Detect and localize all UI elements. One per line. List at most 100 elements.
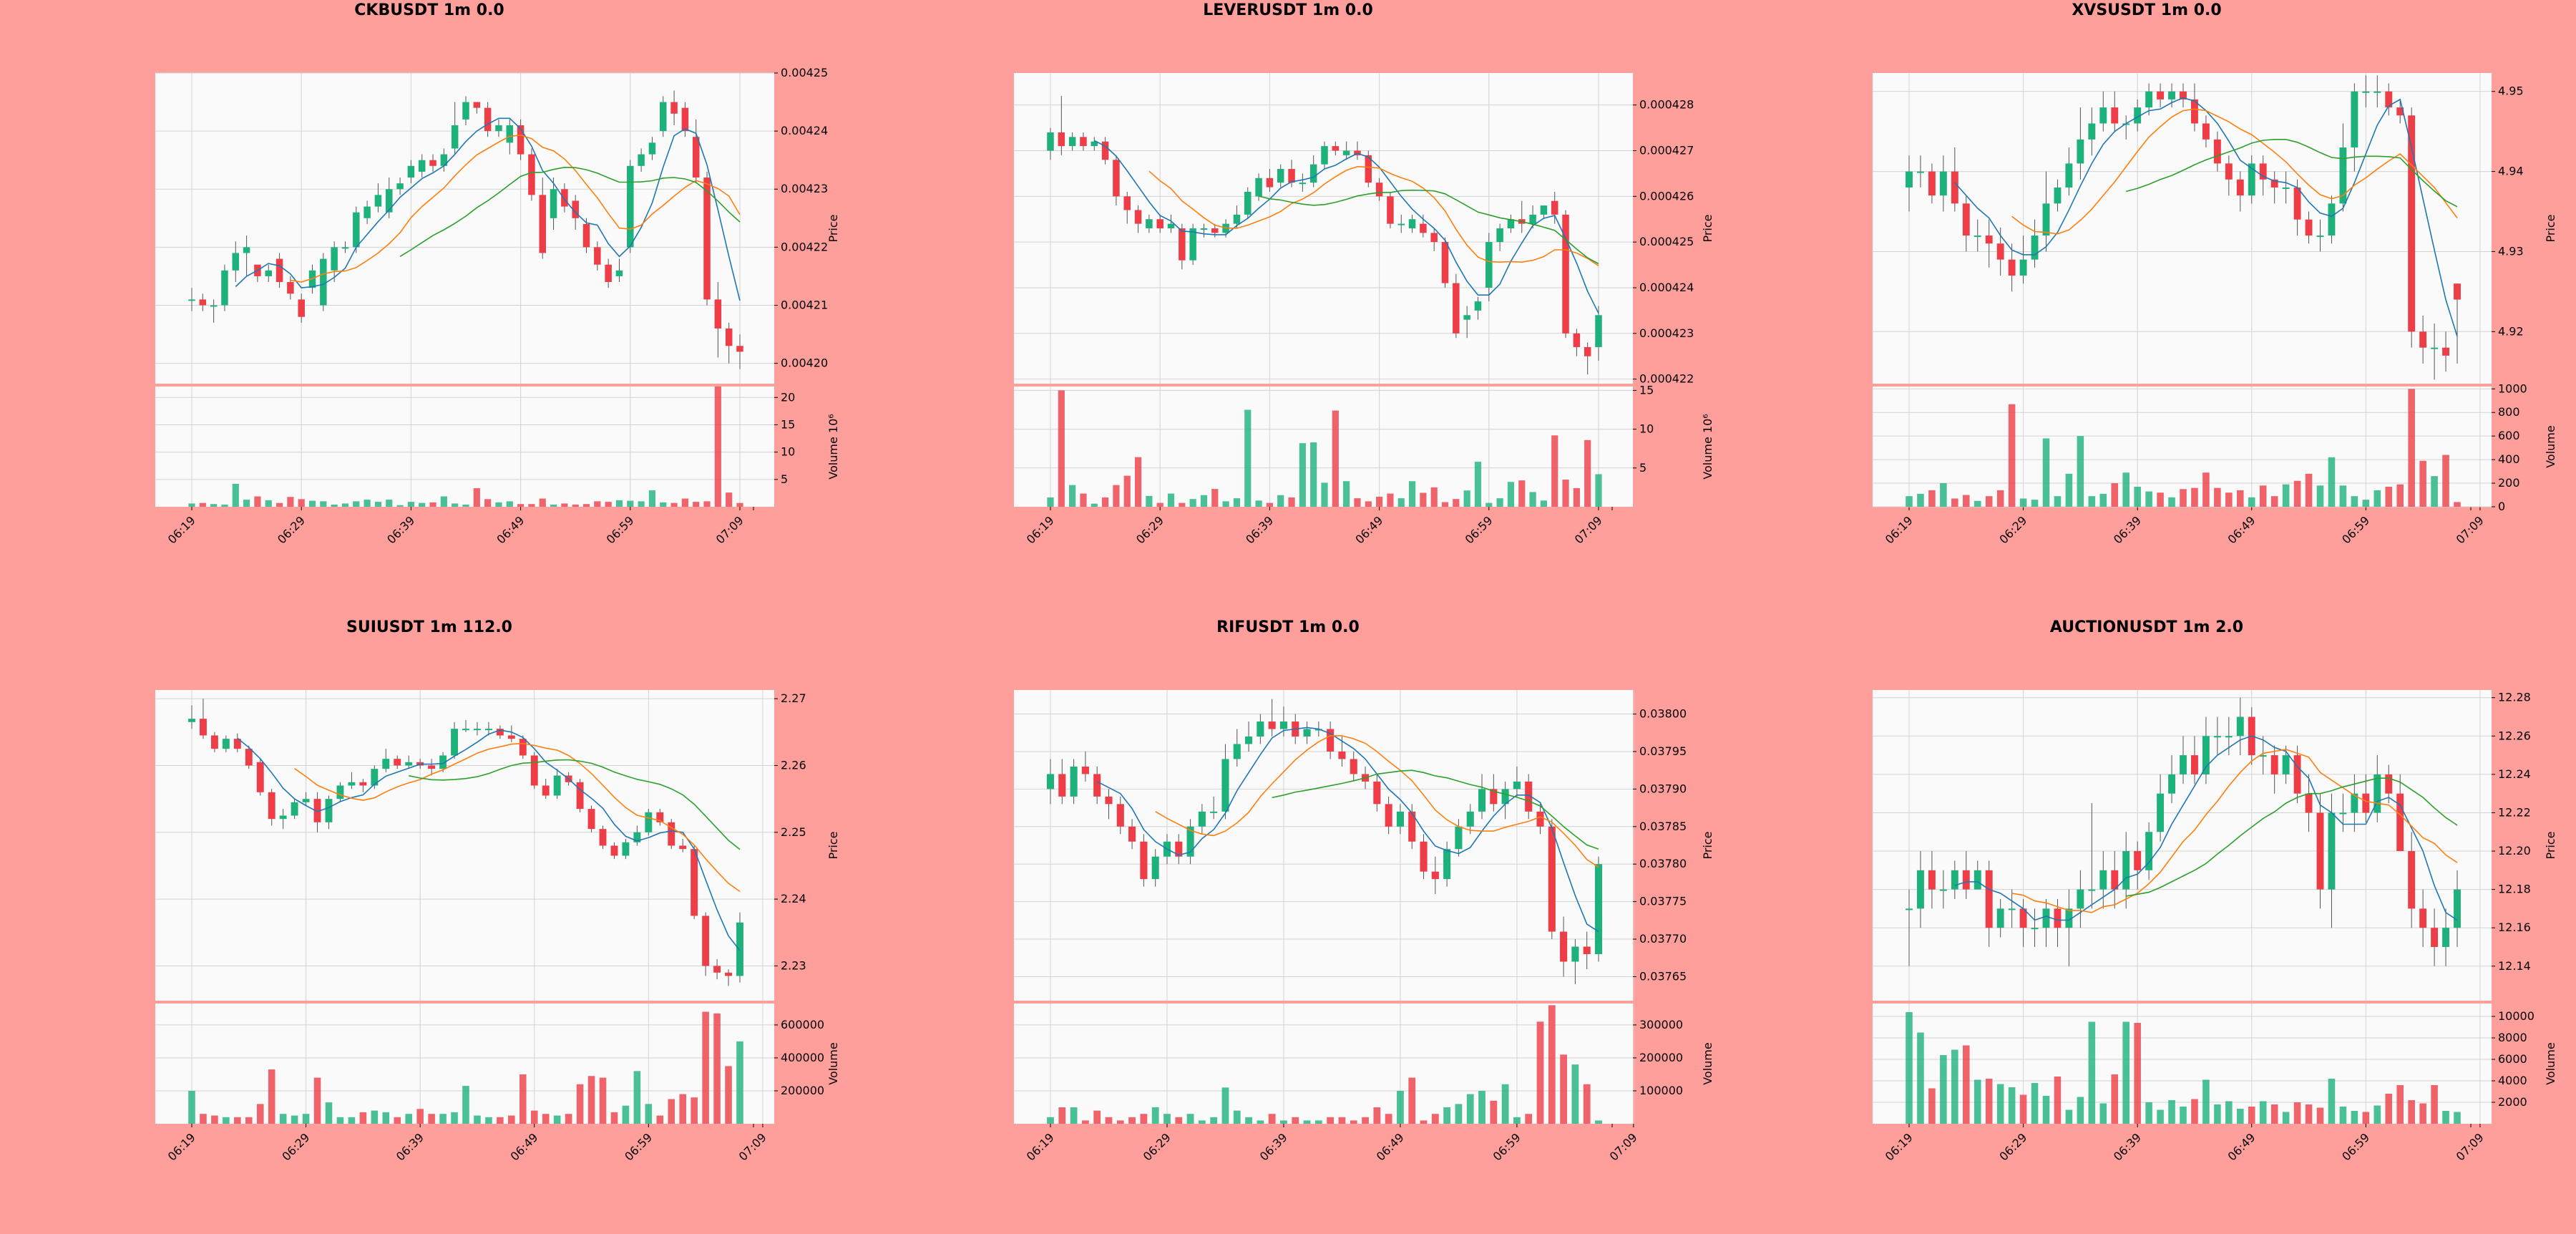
candle-body bbox=[1430, 233, 1438, 243]
candle-body bbox=[268, 792, 275, 820]
candle bbox=[418, 154, 426, 178]
price-tick-label: 0.03765 bbox=[1639, 969, 1687, 983]
candle-body bbox=[1917, 870, 1924, 909]
volume-tick-label: 1000 bbox=[2498, 382, 2527, 395]
candle bbox=[594, 241, 601, 271]
chart-panel: RIFUSDT 1m 0.0 06:19 06:29 06:39 06:49 06:59 0… bbox=[859, 617, 1717, 1234]
candle-body bbox=[451, 729, 458, 756]
volume-bar bbox=[291, 1115, 298, 1124]
price-tick-label: 12.20 bbox=[2498, 844, 2531, 858]
candle-body bbox=[2077, 139, 2084, 164]
volume-bar bbox=[1233, 498, 1241, 507]
volume-bar bbox=[1408, 1077, 1416, 1124]
candle bbox=[188, 705, 195, 729]
volume-bar bbox=[331, 504, 338, 507]
candle-body bbox=[1385, 804, 1392, 827]
volume-bar bbox=[2054, 496, 2062, 507]
candle-body bbox=[670, 102, 678, 114]
candle bbox=[2305, 211, 2313, 244]
candle-body bbox=[1332, 146, 1340, 151]
moving-average-line bbox=[1272, 769, 1599, 850]
volume-bar bbox=[2259, 485, 2267, 507]
price-axis-label: Price bbox=[1701, 214, 1714, 242]
candle bbox=[582, 218, 590, 253]
volume-bar bbox=[221, 504, 228, 507]
candle bbox=[1573, 329, 1581, 356]
candle-body bbox=[703, 178, 711, 300]
volume-bar bbox=[638, 501, 645, 507]
candle bbox=[539, 178, 546, 259]
candle-body bbox=[2077, 889, 2084, 909]
candle bbox=[703, 171, 711, 306]
volume-bar bbox=[359, 1112, 367, 1124]
candle-body bbox=[2442, 928, 2449, 947]
volume-bar bbox=[1443, 1107, 1451, 1124]
candle-body bbox=[2134, 107, 2142, 124]
candle bbox=[2362, 75, 2370, 108]
candle-body bbox=[325, 799, 333, 822]
price-tick-label: 4.94 bbox=[2498, 165, 2524, 178]
volume-bar bbox=[265, 500, 272, 507]
candle-body bbox=[1299, 183, 1307, 185]
candle bbox=[2008, 889, 2016, 928]
candle bbox=[2111, 851, 2119, 909]
volume-bar bbox=[679, 1094, 686, 1124]
volume-bar bbox=[1928, 1088, 1936, 1124]
candle-body bbox=[725, 972, 732, 976]
volume-bar bbox=[2362, 1112, 2370, 1124]
volume-bar bbox=[1536, 1021, 1544, 1124]
price-tick-label: 0.00423 bbox=[781, 182, 828, 195]
candle bbox=[2362, 774, 2370, 822]
volume-bar bbox=[565, 1114, 572, 1124]
candle-body bbox=[1288, 169, 1295, 183]
candle bbox=[287, 276, 294, 300]
candle-body bbox=[364, 206, 371, 218]
candle bbox=[2454, 283, 2461, 364]
candle bbox=[2202, 115, 2210, 148]
candle bbox=[550, 178, 557, 230]
volume-bar bbox=[2225, 492, 2233, 507]
volume-bar bbox=[2316, 1107, 2324, 1124]
candle bbox=[1455, 819, 1463, 857]
candle-body bbox=[199, 299, 207, 306]
candle bbox=[1985, 860, 1993, 947]
volume-bar bbox=[2396, 484, 2404, 507]
candle-body bbox=[394, 759, 401, 766]
volume-bar bbox=[645, 1104, 653, 1124]
candle bbox=[1332, 141, 1340, 155]
candle-body bbox=[1266, 178, 1274, 188]
moving-average-line bbox=[1954, 735, 2458, 921]
volume-bar bbox=[702, 1011, 709, 1124]
candle-body bbox=[313, 799, 321, 822]
candle-body bbox=[232, 253, 240, 271]
volume-bar bbox=[1940, 1055, 1947, 1124]
candle bbox=[1408, 214, 1416, 233]
volume-bar bbox=[2408, 1100, 2415, 1124]
chart-panel: CKBUSDT 1m 0.0 06:19 06:29 06:39 06:49 06:59 0… bbox=[0, 0, 859, 617]
candle-body bbox=[587, 809, 595, 830]
candle bbox=[1375, 178, 1383, 201]
candle-body bbox=[1245, 736, 1253, 744]
volume-bar bbox=[2270, 496, 2278, 507]
volume-bar bbox=[2019, 498, 2027, 507]
volume-bar bbox=[232, 483, 239, 507]
candle bbox=[1996, 899, 2004, 938]
moving-average-line bbox=[1148, 165, 1599, 266]
moving-average-line bbox=[1093, 140, 1599, 314]
volume-bar bbox=[1525, 1114, 1533, 1124]
volume-bar bbox=[364, 500, 371, 507]
volume-tick-label: 5 bbox=[1639, 461, 1646, 475]
candle bbox=[1536, 804, 1544, 835]
volume-bar bbox=[1350, 1120, 1357, 1124]
volume-bar bbox=[1069, 485, 1076, 507]
candle-body bbox=[440, 154, 448, 166]
volume-bar bbox=[1134, 457, 1142, 507]
volume-plot-area bbox=[155, 387, 774, 507]
volume-bar bbox=[2168, 497, 2175, 507]
candle-body bbox=[714, 299, 722, 329]
volume-bar bbox=[2031, 1083, 2039, 1124]
candle-body bbox=[1529, 214, 1536, 224]
candle bbox=[1571, 939, 1579, 984]
candle-body bbox=[451, 125, 459, 149]
candle bbox=[1046, 759, 1055, 805]
